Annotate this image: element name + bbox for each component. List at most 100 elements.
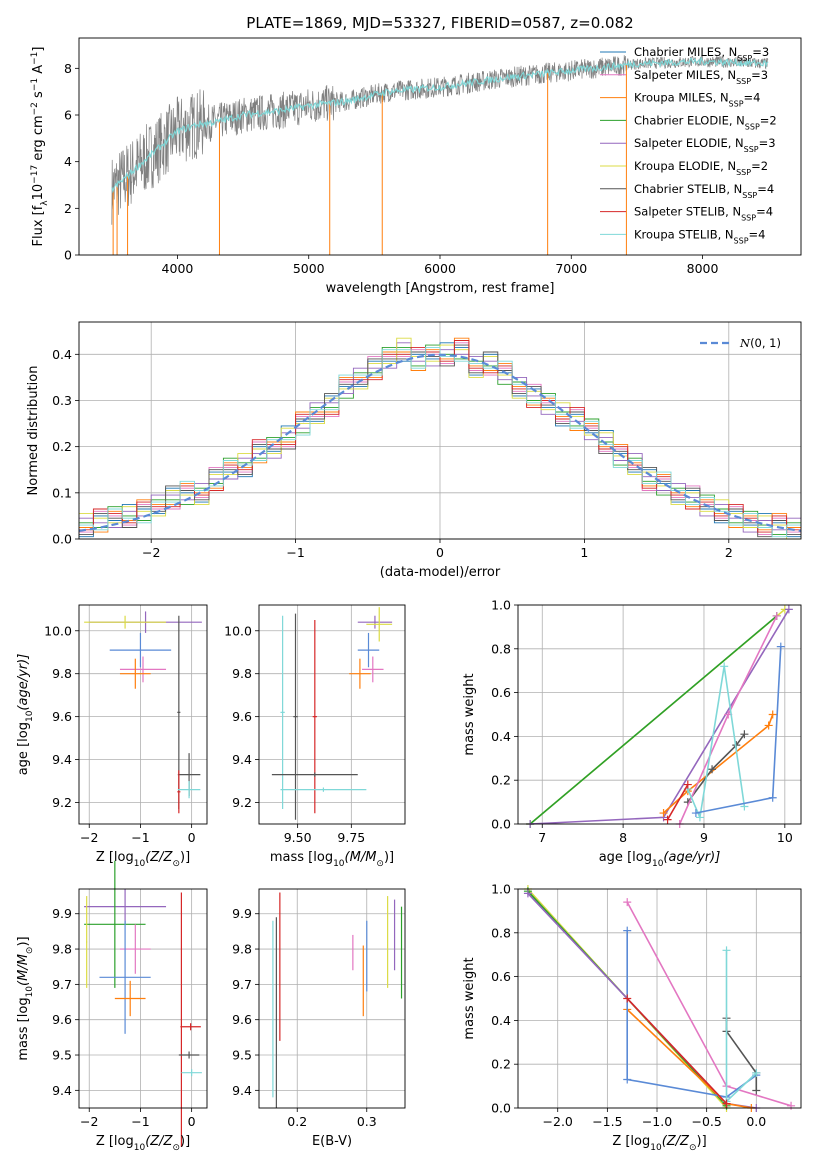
label-part: SSP	[736, 76, 751, 85]
label-part: SSP	[737, 54, 752, 63]
x-tick-label: −1.5	[592, 1114, 622, 1129]
x-axis-label: Z [log10(Z/Z⊙)]	[96, 850, 190, 869]
weight-marker	[752, 1086, 761, 1095]
x-tick-label: 0	[188, 830, 196, 845]
label-part: 10	[134, 1143, 146, 1153]
label-part: )]	[16, 936, 31, 946]
label-part: =4	[749, 227, 766, 241]
x-tick-label: 6000	[424, 261, 456, 276]
axes-frame	[78, 37, 802, 256]
label-part: (M/M	[345, 850, 377, 865]
y-tick-label: 9.5	[232, 1048, 252, 1063]
legend-entry: Salpeter ELODIE, NSSP=3	[634, 136, 776, 154]
y-tick-label: 2	[64, 201, 72, 216]
y-tick-label: 0.2	[52, 439, 72, 454]
x-tick-label: −1.0	[642, 1114, 672, 1129]
label-part: (Z/Z	[662, 1134, 690, 1149]
weight-marker	[776, 642, 785, 651]
y-tick-label: 1.0	[491, 882, 511, 897]
weight-marker	[523, 889, 532, 898]
label-glyph: ⊙	[376, 859, 384, 869]
x-tick-label: 10	[777, 830, 793, 845]
x-tick-label: 4000	[162, 261, 194, 276]
y-tick-label: 0	[64, 248, 72, 263]
x-tick-label: 0.0	[746, 1114, 766, 1129]
label-part: mass [log	[16, 997, 31, 1060]
error-bars	[272, 892, 403, 1108]
label-part: s	[31, 91, 46, 102]
label-part: (age/yr)]	[16, 654, 31, 711]
error-bars	[271, 607, 393, 820]
label-part: −1	[30, 78, 40, 91]
label-part: mass weight	[462, 673, 477, 755]
histogram-series	[79, 346, 801, 538]
y-tick-label: 9.8	[232, 666, 252, 681]
x-axis-label: Z [log10(Z/Z⊙)]	[96, 1134, 190, 1153]
y-tick-label: 0.2	[491, 773, 511, 788]
y-tick-label: 9.6	[232, 1012, 252, 1027]
x-tick-label: −1	[286, 545, 304, 560]
legend-entry: Chabrier MILES, NSSP=3	[634, 45, 769, 63]
label-part: Kroupa STELIB, N	[634, 227, 734, 241]
weight-series-line	[626, 930, 757, 1098]
y-axis-label: mass [log10(M/M⊙)]	[16, 936, 35, 1060]
label-part: (0, 1)	[750, 336, 781, 350]
y-tick-label: 9.8	[232, 942, 252, 957]
label-part: age [log	[16, 722, 31, 775]
weight-marker	[768, 793, 777, 802]
x-tick-label: 0	[436, 545, 444, 560]
y-tick-label: 9.6	[52, 1012, 72, 1027]
label-part: Z [log	[96, 1134, 134, 1149]
y-tick-label: 0.4	[491, 1013, 511, 1028]
y-tick-label: 0.3	[52, 393, 72, 408]
y-tick-label: 0.6	[491, 969, 511, 984]
x-tick-label: −2	[80, 830, 98, 845]
x-tick-label: −0.5	[691, 1114, 721, 1129]
y-tick-label: 9.7	[232, 977, 252, 992]
label-part: Kroupa MILES, N	[634, 91, 729, 105]
weight-lines	[523, 885, 796, 1112]
axes-frame	[258, 888, 406, 1109]
label-part: SSP	[736, 168, 751, 177]
label-part: Z [log	[96, 850, 134, 865]
y-tick-label: 9.9	[232, 906, 252, 921]
label-part: Salpeter STELIB, N	[634, 205, 741, 219]
label-part: )]	[384, 850, 394, 865]
x-tick-label: −2.0	[543, 1114, 573, 1129]
weight-lines	[526, 605, 793, 828]
axes-frame	[78, 604, 208, 825]
label-part: ]	[31, 47, 46, 52]
x-tick-label: 2	[725, 545, 733, 560]
axes-frame	[78, 888, 208, 1109]
x-axis-label: mass [log10(M/M⊙)]	[270, 850, 394, 869]
x-tick-label: 0.3	[357, 1114, 377, 1129]
y-tick-label: 4	[64, 154, 72, 169]
y-tick-label: 0.4	[52, 347, 72, 362]
y-tick-label: 10.0	[224, 623, 252, 638]
x-tick-label: 9.50	[284, 830, 312, 845]
y-tick-label: 9.6	[232, 709, 252, 724]
axes-frame	[258, 604, 406, 825]
weight-marker	[663, 815, 672, 824]
y-axis-label: mass weight	[462, 957, 477, 1039]
label-part: Salpeter ELODIE, N	[634, 136, 744, 150]
y-tick-label: 9.2	[52, 795, 72, 810]
weight-marker	[740, 730, 749, 739]
y-tick-label: 0.8	[491, 641, 511, 656]
x-axis-label: E(B-V)	[312, 1134, 352, 1149]
x-tick-label: −1	[131, 830, 149, 845]
label-part: =3	[751, 68, 768, 82]
label-part: SSP	[742, 190, 757, 199]
weight-marker	[695, 813, 704, 822]
axes-frame	[517, 888, 802, 1109]
label-part: 10	[652, 859, 664, 869]
label-part: )]	[180, 1134, 190, 1149]
residuals-panel: −2 −1 0 1 2 0.0 0.1 0.2 0.3 0.4 (data-model)/error…	[26, 321, 802, 580]
weight-marker	[659, 809, 668, 818]
label-part: Normed distribution	[26, 366, 41, 496]
label-part: mass [log	[270, 850, 333, 865]
label-part: )]	[180, 850, 190, 865]
label-part: erg cm	[31, 115, 46, 164]
